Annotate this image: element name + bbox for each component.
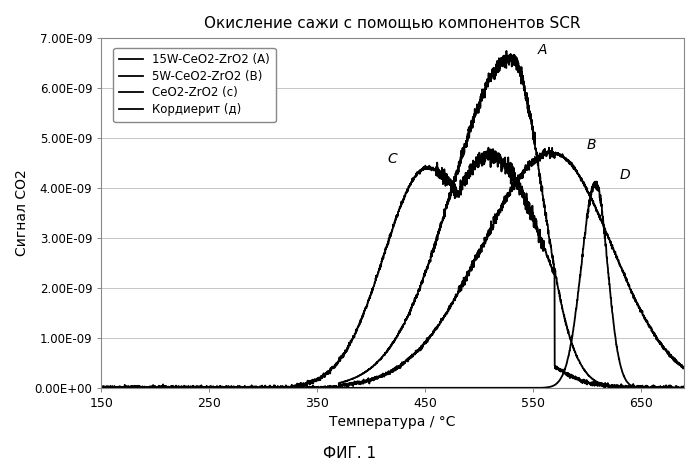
- Line: Кордиерит (д): Кордиерит (д): [101, 181, 695, 388]
- Text: B: B: [587, 138, 596, 152]
- 5W-CeO2-ZrO2 (В): [325, 384, 333, 389]
- 15W-CeO2-ZrO2 (A): [691, 385, 699, 391]
- 5W-CeO2-ZrO2 (В): [545, 145, 553, 150]
- CeO2-ZrO2 (с): [679, 385, 688, 390]
- 5W-CeO2-ZrO2 (В): [165, 384, 173, 390]
- 15W-CeO2-ZrO2 (A): [325, 385, 333, 391]
- CeO2-ZrO2 (с): [615, 385, 624, 391]
- Кордиерит (д): [200, 385, 208, 391]
- Line: 15W-CeO2-ZrO2 (A): 15W-CeO2-ZrO2 (A): [101, 51, 695, 388]
- Кордиерит (д): [679, 385, 688, 391]
- Кордиерит (д): [165, 385, 173, 391]
- 5W-CeO2-ZrO2 (В): [351, 381, 359, 387]
- 15W-CeO2-ZrO2 (A): [350, 375, 359, 381]
- CeO2-ZrO2 (с): [200, 385, 208, 391]
- 5W-CeO2-ZrO2 (В): [201, 384, 209, 390]
- 5W-CeO2-ZrO2 (В): [615, 263, 624, 268]
- Line: CeO2-ZrO2 (с): CeO2-ZrO2 (с): [101, 148, 695, 388]
- Title: Окисление сажи с помощью компонентов SCR: Окисление сажи с помощью компонентов SCR: [205, 15, 581, 30]
- 5W-CeO2-ZrO2 (В): [691, 371, 699, 377]
- 15W-CeO2-ZrO2 (A): [679, 385, 688, 391]
- Text: D: D: [619, 168, 630, 182]
- Text: ФИГ. 1: ФИГ. 1: [323, 446, 376, 461]
- CeO2-ZrO2 (с): [165, 385, 173, 391]
- Кордиерит (д): [593, 179, 601, 184]
- Кордиерит (д): [350, 385, 359, 391]
- 15W-CeO2-ZrO2 (A): [200, 385, 208, 391]
- Кордиерит (д): [97, 385, 106, 391]
- CeO2-ZrO2 (с): [484, 145, 493, 150]
- 15W-CeO2-ZrO2 (A): [97, 385, 106, 391]
- 5W-CeO2-ZrO2 (В): [679, 365, 688, 370]
- 15W-CeO2-ZrO2 (A): [615, 385, 624, 390]
- 5W-CeO2-ZrO2 (В): [98, 385, 106, 391]
- CeO2-ZrO2 (с): [97, 385, 106, 391]
- X-axis label: Температура / °C: Температура / °C: [329, 415, 456, 430]
- Legend: 15W-CeO2-ZrO2 (A), 5W-CeO2-ZrO2 (В), CeO2-ZrO2 (с), Кордиерит (д): 15W-CeO2-ZrO2 (A), 5W-CeO2-ZrO2 (В), CeO…: [113, 48, 276, 122]
- Y-axis label: Сигнал CO2: Сигнал CO2: [15, 169, 29, 257]
- Кордиерит (д): [691, 385, 699, 391]
- 15W-CeO2-ZrO2 (A): [165, 385, 173, 391]
- Кордиерит (д): [615, 358, 624, 363]
- Text: A: A: [538, 43, 547, 57]
- CeO2-ZrO2 (с): [325, 369, 333, 374]
- 5W-CeO2-ZrO2 (В): [97, 384, 106, 390]
- CeO2-ZrO2 (с): [350, 331, 359, 337]
- 15W-CeO2-ZrO2 (A): [503, 48, 511, 54]
- Text: C: C: [387, 151, 397, 166]
- Кордиерит (д): [325, 385, 333, 391]
- CeO2-ZrO2 (с): [691, 384, 699, 390]
- Line: 5W-CeO2-ZrO2 (В): 5W-CeO2-ZrO2 (В): [101, 148, 695, 388]
